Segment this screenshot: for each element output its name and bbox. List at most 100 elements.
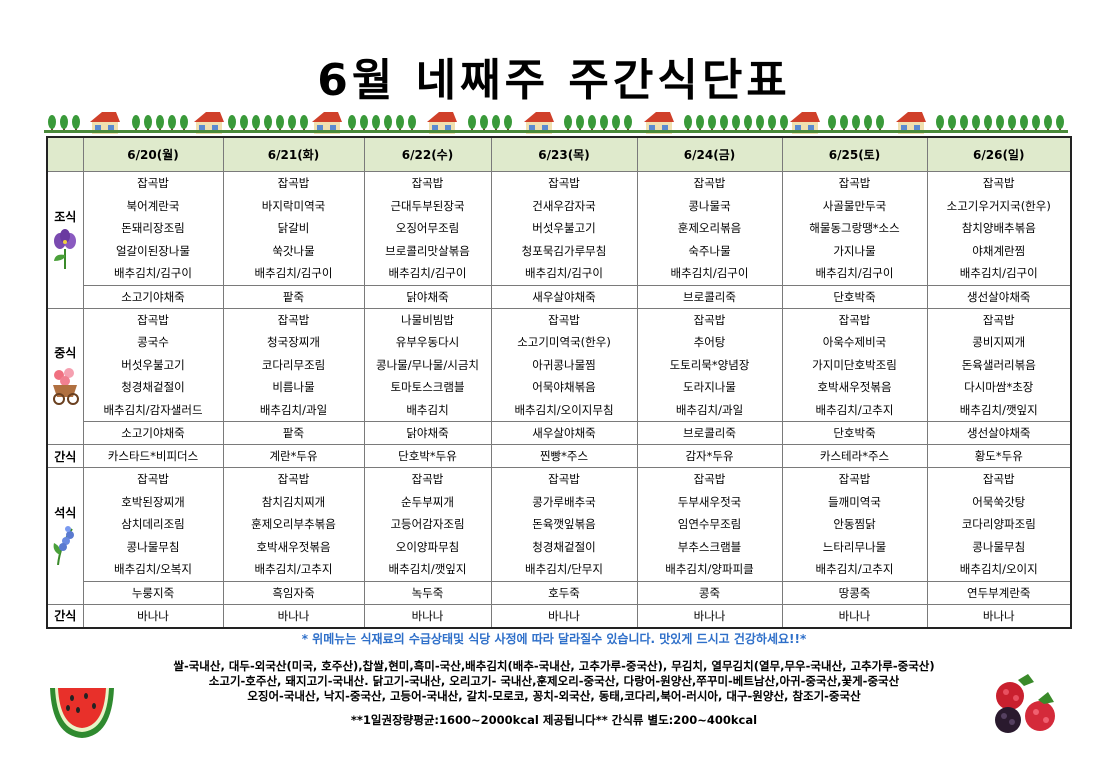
porridge-cell: 닭야채죽 xyxy=(363,421,492,445)
menu-item: 느타리무나물 xyxy=(822,539,887,554)
flower-cart-icon xyxy=(48,365,83,408)
menu-item: 사골물만두국 xyxy=(822,198,887,213)
porridge-cell: 녹두죽 xyxy=(363,580,492,605)
menu-item: 잡곡밥 xyxy=(982,176,1015,190)
menu-item: 잡곡밥 xyxy=(838,176,871,190)
menu-item: 고등어감자조림 xyxy=(390,517,465,531)
menu-cell: 잡곡밥 호박된장찌개 삼치데리조림 콩나물무침 배추김치/오복지 xyxy=(82,467,224,582)
berries-icon xyxy=(995,674,1055,733)
snack1-row: 간식 카스타드*비피더스 계란*두유 단호박*두유 찐빵*주스 감자*두유 카스테라*주스 황… xyxy=(46,444,1072,468)
snack-cell: 감자*두유 xyxy=(636,444,783,468)
porridge-cell: 팥죽 xyxy=(222,421,365,445)
breakfast-row: 조식 잡곡밥 북어계란국 돈돼리장조림 얼갈이된장나물 배추김치/김구이 잡곡밥 바지락미역국… xyxy=(46,171,1072,309)
menu-item: 건새우감자국 xyxy=(532,198,596,213)
menu-item: 훈제오리볶음 xyxy=(677,221,742,235)
menu-item: 잡곡밥 xyxy=(277,312,310,327)
porridge-cell: 소고기야채죽 xyxy=(82,421,224,445)
menu-item: 브로콜리맛살볶음 xyxy=(385,243,470,258)
menu-item: 청경채겉절이 xyxy=(532,539,596,554)
watermelon-icon xyxy=(50,688,114,738)
menu-item: 유부우동다시 xyxy=(395,335,460,349)
porridge-cell: 생선살야채죽 xyxy=(926,421,1072,445)
menu-item: 배추김치 xyxy=(406,402,449,417)
header-row: 6/20(월) 6/21(화) 6/22(수) 6/23(목) 6/24(금) … xyxy=(46,136,1072,172)
menu-item: 소고기미역국(한우) xyxy=(517,335,611,349)
menu-item: 참치김치찌개 xyxy=(261,494,326,509)
menu-item: 잡곡밥 xyxy=(838,472,871,486)
menu-item: 호박된장찌개 xyxy=(121,494,185,509)
menu-item: 배추김치/고추지 xyxy=(815,402,894,417)
menu-item: 배추김치/김구이 xyxy=(815,266,894,280)
origin-line: 소고기-호주산, 돼지고기-국내산. 닭고기-국내산, 오리고기- 국내산,훈제… xyxy=(208,674,900,688)
menu-item: 배추김치/양파피클 xyxy=(665,562,754,576)
menu-item: 아귀콩나물찜 xyxy=(532,357,596,372)
menu-item: 배추김치/단무지 xyxy=(525,562,603,576)
menu-item: 해물동그랑땡*소스 xyxy=(809,221,900,235)
menu-item: 아욱수제비국 xyxy=(822,335,887,349)
menu-item: 배추김치/김구이 xyxy=(959,266,1038,280)
menu-item: 잡곡밥 xyxy=(693,176,726,190)
menu-item: 콩나물국 xyxy=(688,198,731,213)
day-header: 6/25(토) xyxy=(781,136,928,172)
menu-cell: 잡곡밥 순두부찌개 고등어감자조림 오이양파무침 배추김치/깻잎지 xyxy=(363,467,492,582)
menu-item: 잡곡밥 xyxy=(548,312,580,327)
menu-item: 잡곡밥 xyxy=(548,472,580,486)
menu-item: 근대두부된장국 xyxy=(390,198,465,213)
snack-cell: 단호박*두유 xyxy=(363,444,492,468)
menu-item: 추어탕 xyxy=(693,335,726,349)
menu-item: 배추김치/고추지 xyxy=(254,562,333,576)
weekly-menu-table: 6/20(월) 6/21(화) 6/22(수) 6/23(목) 6/24(금) … xyxy=(46,136,1072,629)
dinner-porridge-row: 누룽지죽 흑임자죽 녹두죽 호두죽 콩죽 땅콩죽 연두부계란죽 xyxy=(47,580,1072,605)
porridge-cell: 단호박죽 xyxy=(781,284,928,309)
menu-item: 잡곡밥 xyxy=(137,312,169,327)
day-header: 6/23(목) xyxy=(490,136,638,172)
notice-text: * 위메뉴는 식재료의 수급상태및 식당 사정에 따라 달라질수 있습니다. 맛… xyxy=(301,632,807,646)
calorie-info: **1일권장량평균:1600~2000kcal 제공됩니다** 간식류 별도:2… xyxy=(350,713,758,727)
lunch-row: 중식 잡곡밥 콩국수 버섯우불고기 청경채겉절이 배추김치/감자샐러드 잡곡밥 청국장찌개 코다… xyxy=(46,307,1072,445)
dinner-label-cell: 석식 xyxy=(46,467,84,605)
menu-cell: 잡곡밥 소고기우거지국(한우) 참치양배추볶음 야채계란찜 배추김치/김구이 xyxy=(926,171,1072,286)
menu-cell: 잡곡밥 두부새우젓국 임연수무조림 부추스크램블 배추김치/양파피클 xyxy=(636,467,783,582)
menu-item: 돈육샐러리볶음 xyxy=(961,357,1036,372)
snack-cell: 바나나 xyxy=(926,603,1072,628)
menu-item: 배추김치/과일 xyxy=(675,402,744,417)
menu-item: 잡곡밥 xyxy=(982,472,1015,486)
porridge-cell: 콩죽 xyxy=(636,580,783,605)
meal-label: 석식 xyxy=(54,505,77,520)
menu-cell: 잡곡밥 콩비지찌개 돈육샐러리볶음 다시마쌈*초장 배추김치/깻잎지 xyxy=(926,307,1072,422)
menu-cell: 나물비빔밥 유부우동다시 콩나물/무나물/시금치 토마토스크램블 배추김치 xyxy=(363,307,492,422)
menu-item: 야채계란찜 xyxy=(972,243,1026,258)
menu-item: 들깨미역국 xyxy=(828,494,881,509)
menu-cell: 잡곡밥 북어계란국 돈돼리장조림 얼갈이된장나물 배추김치/김구이 xyxy=(82,171,224,286)
menu-item: 배추김치/오이지무침 xyxy=(514,402,614,417)
menu-cell: 잡곡밥 바지락미역국 닭갈비 쑥갓나물 배추김치/김구이 xyxy=(222,171,365,286)
menu-item: 배추김치/김구이 xyxy=(525,266,603,280)
menu-item: 안동찜닭 xyxy=(833,517,876,531)
day-header: 6/24(금) xyxy=(636,136,783,172)
menu-item: 바지락미역국 xyxy=(261,198,326,213)
porridge-cell: 단호박죽 xyxy=(781,421,928,445)
snack-cell: 바나나 xyxy=(82,603,224,628)
breakfast-label-cell: 조식 xyxy=(46,171,84,309)
menu-item: 청경채겉절이 xyxy=(121,380,185,394)
menu-cell: 잡곡밥 콩나물국 훈제오리볶음 숙주나물 배추김치/김구이 xyxy=(636,171,783,286)
menu-item: 배추김치/오이지 xyxy=(959,562,1038,576)
menu-item: 오징어무조림 xyxy=(395,221,460,235)
snack-cell: 바나나 xyxy=(636,603,783,628)
menu-item: 잡곡밥 xyxy=(137,176,169,190)
menu-item: 코다리무조림 xyxy=(261,357,326,372)
corner-cell xyxy=(46,136,84,172)
porridge-cell: 브로콜리죽 xyxy=(636,421,783,445)
porridge-cell: 소고기야채죽 xyxy=(82,284,224,309)
porridge-cell: 호두죽 xyxy=(490,580,638,605)
menu-item: 훈제오리부추볶음 xyxy=(251,517,336,531)
menu-item: 잡곡밥 xyxy=(411,176,444,190)
menu-item: 잡곡밥 xyxy=(277,472,310,486)
snack-cell: 카스테라*주스 xyxy=(781,444,928,468)
snack-cell: 찐빵*주스 xyxy=(490,444,638,468)
menu-item: 콩가루배추국 xyxy=(532,494,596,509)
menu-item: 소고기우거지국(한우) xyxy=(946,198,1051,213)
violet-flower-icon xyxy=(48,228,83,272)
menu-item: 배추김치/고추지 xyxy=(815,562,894,576)
